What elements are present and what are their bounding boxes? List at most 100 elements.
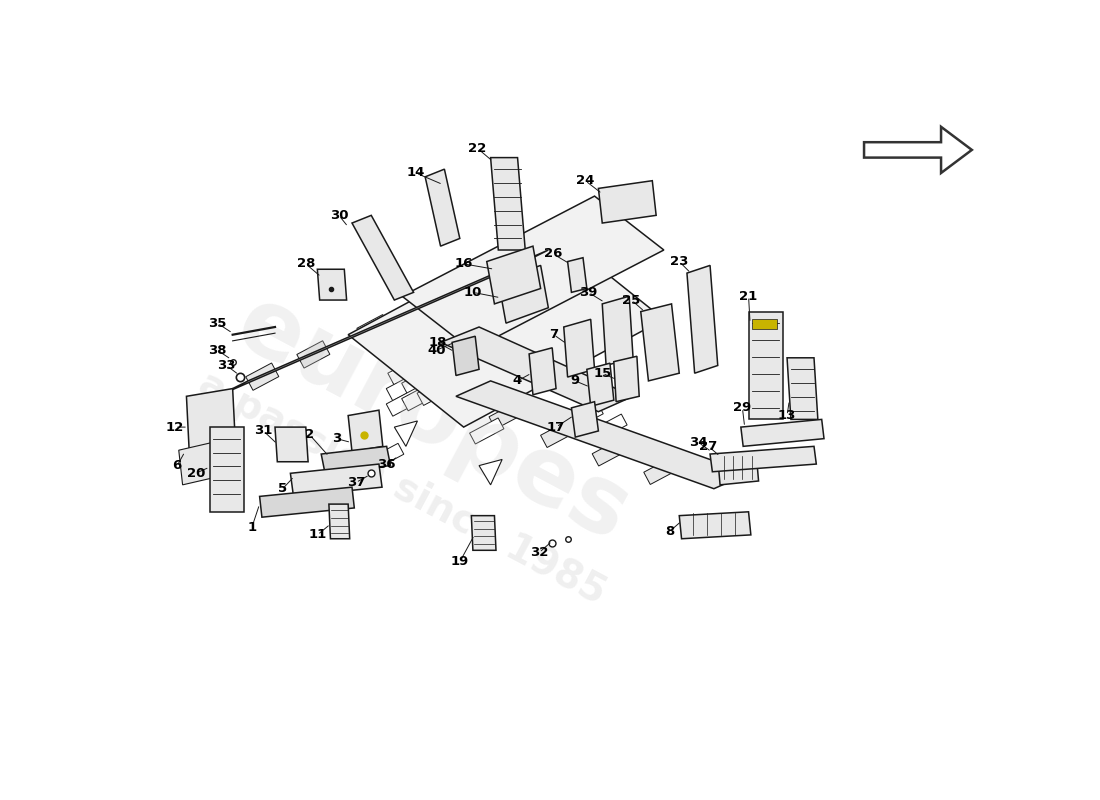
FancyBboxPatch shape <box>473 338 517 370</box>
Polygon shape <box>452 336 480 375</box>
FancyBboxPatch shape <box>553 310 590 336</box>
Polygon shape <box>614 356 639 402</box>
FancyBboxPatch shape <box>436 337 480 370</box>
Polygon shape <box>680 512 751 538</box>
FancyBboxPatch shape <box>592 438 629 466</box>
Polygon shape <box>403 196 664 350</box>
Text: 10: 10 <box>464 286 482 299</box>
Polygon shape <box>741 419 824 446</box>
Text: europes: europes <box>221 278 645 561</box>
Text: 19: 19 <box>451 555 469 568</box>
FancyBboxPatch shape <box>475 322 519 354</box>
Polygon shape <box>440 327 634 412</box>
FancyBboxPatch shape <box>507 326 543 352</box>
FancyBboxPatch shape <box>593 414 627 440</box>
FancyBboxPatch shape <box>245 363 278 390</box>
FancyBboxPatch shape <box>417 358 461 390</box>
Polygon shape <box>717 454 759 485</box>
FancyBboxPatch shape <box>386 384 430 416</box>
Polygon shape <box>749 312 783 419</box>
FancyBboxPatch shape <box>402 363 446 395</box>
Text: 2: 2 <box>305 428 315 442</box>
Text: 8: 8 <box>666 525 674 538</box>
Text: 17: 17 <box>547 421 565 434</box>
Polygon shape <box>348 227 664 427</box>
Polygon shape <box>788 358 818 419</box>
Text: 35: 35 <box>208 317 227 330</box>
Polygon shape <box>572 402 598 437</box>
Text: 14: 14 <box>407 166 425 179</box>
Text: 21: 21 <box>739 290 758 302</box>
Text: 9: 9 <box>571 374 580 387</box>
Text: 25: 25 <box>623 294 640 306</box>
FancyBboxPatch shape <box>644 456 681 485</box>
Polygon shape <box>186 389 236 474</box>
Polygon shape <box>425 169 460 246</box>
Text: 37: 37 <box>346 476 365 489</box>
Polygon shape <box>480 459 502 485</box>
Polygon shape <box>209 427 244 512</box>
FancyBboxPatch shape <box>388 354 431 386</box>
Text: 38: 38 <box>208 344 227 357</box>
FancyBboxPatch shape <box>488 333 532 365</box>
Polygon shape <box>352 215 414 300</box>
Polygon shape <box>395 421 418 446</box>
FancyBboxPatch shape <box>507 296 551 329</box>
Text: 22: 22 <box>469 142 486 155</box>
Text: 23: 23 <box>670 255 689 268</box>
FancyBboxPatch shape <box>470 418 504 444</box>
Text: 18: 18 <box>428 336 447 349</box>
Text: 40: 40 <box>428 344 446 357</box>
Polygon shape <box>486 246 541 304</box>
FancyBboxPatch shape <box>297 341 330 368</box>
Polygon shape <box>260 487 354 517</box>
Polygon shape <box>603 296 634 366</box>
Polygon shape <box>455 381 749 489</box>
Text: 33: 33 <box>217 359 235 372</box>
Polygon shape <box>640 304 680 381</box>
Text: 28: 28 <box>297 258 315 270</box>
Text: 34: 34 <box>690 436 707 449</box>
FancyBboxPatch shape <box>404 348 447 380</box>
Text: 16: 16 <box>454 258 473 270</box>
Text: 15: 15 <box>593 366 612 380</box>
Polygon shape <box>275 427 308 462</box>
FancyBboxPatch shape <box>540 419 578 447</box>
FancyBboxPatch shape <box>506 312 550 344</box>
Text: 36: 36 <box>377 458 396 470</box>
Text: 20: 20 <box>187 467 205 480</box>
Text: 5: 5 <box>278 482 287 495</box>
Text: 30: 30 <box>330 209 349 222</box>
Polygon shape <box>178 438 233 485</box>
Text: 39: 39 <box>580 286 597 299</box>
FancyBboxPatch shape <box>417 288 450 316</box>
Polygon shape <box>491 158 526 250</box>
Polygon shape <box>686 266 717 373</box>
Text: 1: 1 <box>248 521 256 534</box>
Polygon shape <box>318 270 346 300</box>
Polygon shape <box>598 181 656 223</box>
FancyBboxPatch shape <box>491 317 535 350</box>
Polygon shape <box>587 363 614 406</box>
Text: 12: 12 <box>166 421 184 434</box>
FancyBboxPatch shape <box>579 405 603 425</box>
Polygon shape <box>568 258 587 292</box>
FancyBboxPatch shape <box>370 443 404 470</box>
FancyBboxPatch shape <box>484 333 520 359</box>
Polygon shape <box>218 250 548 396</box>
FancyBboxPatch shape <box>402 378 446 411</box>
Polygon shape <box>563 319 594 377</box>
Polygon shape <box>329 504 350 538</box>
FancyBboxPatch shape <box>530 318 566 344</box>
FancyBboxPatch shape <box>417 374 461 406</box>
Text: a passion since 1985: a passion since 1985 <box>191 365 613 613</box>
FancyBboxPatch shape <box>420 342 464 374</box>
FancyBboxPatch shape <box>574 404 600 424</box>
FancyBboxPatch shape <box>522 291 566 323</box>
FancyBboxPatch shape <box>752 319 777 329</box>
Text: 24: 24 <box>576 174 594 187</box>
Polygon shape <box>348 410 383 452</box>
Text: 13: 13 <box>778 409 796 422</box>
FancyBboxPatch shape <box>571 403 595 423</box>
Text: 26: 26 <box>543 247 562 260</box>
